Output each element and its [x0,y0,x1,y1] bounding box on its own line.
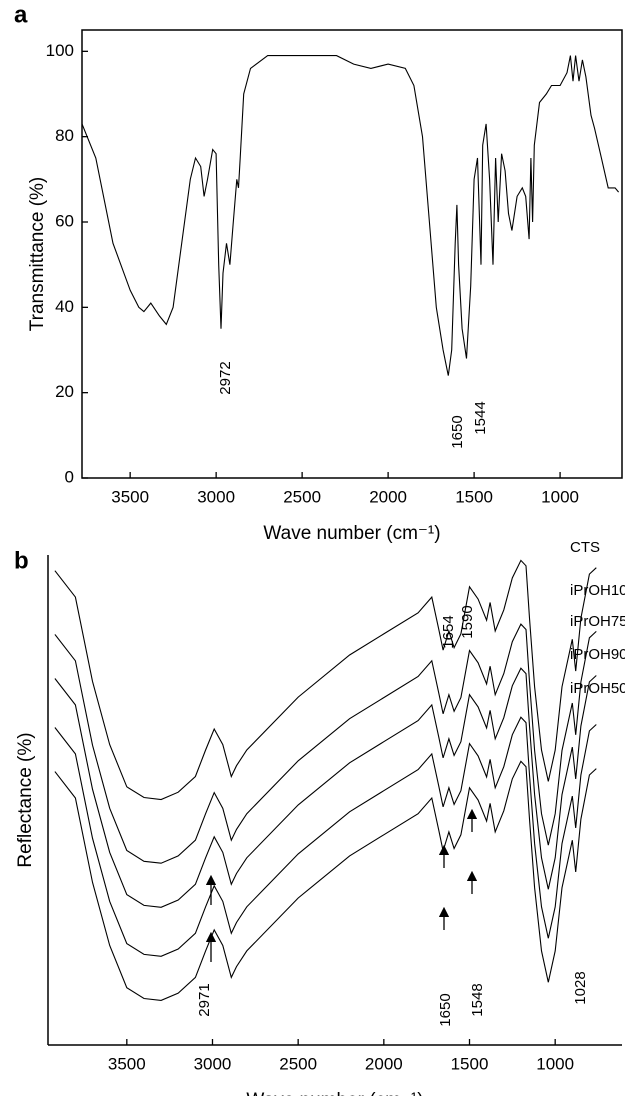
plot-frame [81,29,623,479]
x-tick-label: 2500 [283,487,321,506]
x-tick-label: 1500 [451,1054,489,1073]
peak-annotation: 1650 [449,415,466,448]
x-axis-title: Wave number (cm⁻¹) [246,1090,423,1096]
series-label: CTS [570,539,600,556]
y-tick-label: 100 [46,41,74,60]
y-axis-title: Transmittance (%) [27,177,48,332]
y-axis-title: Reflectance (%) [15,732,36,867]
series-label: iPrOH75 [570,613,625,630]
peak-annotation: 1544 [472,401,489,434]
x-tick-label: 1500 [455,487,493,506]
peak-annotation: 1548 [469,983,486,1016]
y-tick-label: 0 [65,467,74,486]
y-tick-label: 20 [55,382,74,401]
x-axis-title: Wave number (cm⁻¹) [263,523,440,544]
peak-annotation: 1650 [437,993,454,1026]
peak-annotation: 1028 [572,971,589,1004]
y-tick-label: 60 [55,211,74,230]
peak-annotation: 2971 [196,983,213,1016]
spectrum-line [54,716,597,957]
x-tick-label: 2500 [279,1054,317,1073]
peak-annotation: 2972 [217,361,234,394]
spectrum-line [54,667,597,908]
x-tick-label: 3500 [111,487,149,506]
spectrum-line [81,55,620,376]
y-tick-label: 40 [55,297,74,316]
x-tick-label: 2000 [365,1054,403,1073]
series-label: iPrOH50 [570,680,625,697]
x-tick-label: 1000 [541,487,579,506]
spectrum-line [54,623,597,864]
peak-annotation: 1654 [440,615,457,648]
arrows [205,808,478,962]
panel-label: b [14,547,29,574]
x-tick-label: 3500 [108,1054,146,1073]
spectrum-line [54,559,597,801]
x-tick-label: 1000 [536,1054,574,1073]
x-tick-label: 2000 [369,487,407,506]
panel-label: a [14,1,28,28]
x-tick-label: 3000 [194,1054,232,1073]
y-tick-label: 80 [55,126,74,145]
series-label: iPrOH100 [570,582,625,599]
peak-annotation: 1590 [459,605,476,638]
series-label: iPrOH90 [570,646,625,663]
spectrum-line [54,760,597,1001]
x-tick-label: 3000 [197,487,235,506]
